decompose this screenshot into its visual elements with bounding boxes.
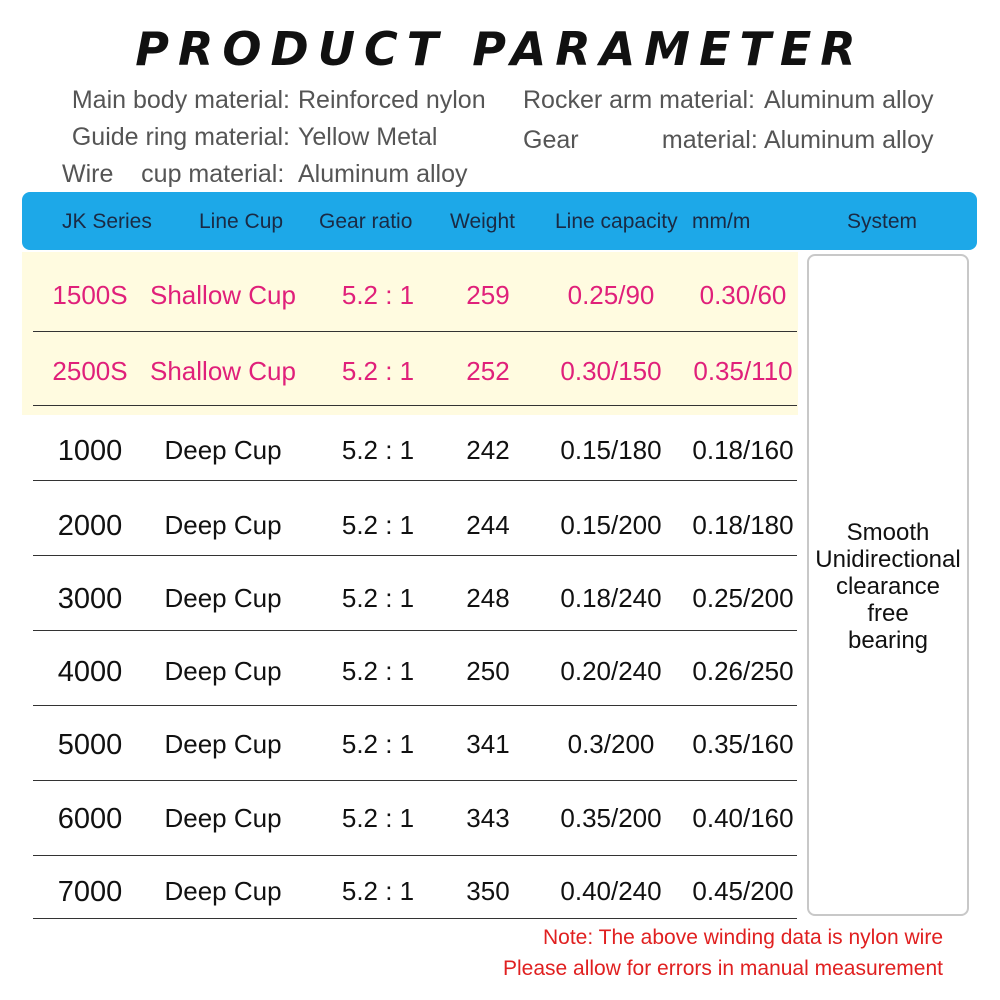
material-main-body-value: Reinforced nylon [298,86,486,114]
row-divider [33,555,797,556]
cell-cap2: 0.35/110 [693,356,793,386]
cell-cap1: 0.20/240 [560,656,662,686]
system-box: Smooth Unidirectional clearance free bea… [807,254,969,916]
cell-series: 2500S [52,356,128,386]
system-line: bearing [847,627,929,654]
material-guide-ring-value: Yellow Metal [298,123,438,151]
row-divider [33,405,797,406]
cell-series: 1000 [57,435,123,467]
cell-ratio: 5.2 : 1 [341,729,415,759]
row-divider [33,855,797,856]
row-divider [33,331,797,332]
cell-cup: Deep Cup [164,656,282,686]
material-label: Guide ring material: [71,123,290,151]
cell-weight: 350 [466,876,510,906]
header-weight: Weight [450,210,515,233]
cell-series: 5000 [57,729,123,761]
cell-weight: 248 [466,583,510,613]
cell-series: 7000 [57,876,123,908]
material-main-body: Main body material: [0,86,290,116]
cell-series: 2000 [57,510,123,542]
material-wire-cup-value: Aluminum alloy [298,160,468,188]
row-divider [33,780,797,781]
cell-ratio: 5.2 : 1 [341,803,415,833]
cell-ratio: 5.2 : 1 [341,280,415,310]
system-line: Unidirectional [815,546,961,573]
cell-weight: 343 [466,803,510,833]
header-gear-ratio: Gear ratio [319,210,413,233]
material-rocker-arm-value: Aluminum alloy [764,86,934,114]
cell-ratio: 5.2 : 1 [341,435,415,465]
cell-weight: 341 [466,729,510,759]
cell-cap1: 0.18/240 [560,583,662,613]
cell-ratio: 5.2 : 1 [341,876,415,906]
cell-series: 3000 [57,583,123,615]
cell-cap1: 0.25/90 [567,280,655,310]
header-line-capacity: Line capacity [555,210,678,233]
cell-weight: 259 [466,280,510,310]
cell-ratio: 5.2 : 1 [341,510,415,540]
cell-cap2: 0.25/200 [692,583,794,613]
cell-weight: 252 [466,356,510,386]
cell-cap2: 0.26/250 [692,656,794,686]
row-divider [33,480,797,481]
header-series: JK Series [62,210,152,233]
cell-cup: Deep Cup [164,876,282,906]
material-label: Main body material: [71,86,290,114]
material-wire-cup: Wire cup material: [62,160,285,188]
cell-series: 6000 [57,803,123,835]
header-system: System [847,210,918,233]
highlight-background [22,252,798,415]
cell-ratio: 5.2 : 1 [341,356,415,386]
cell-cap1: 0.15/200 [560,510,662,540]
cell-cup: Deep Cup [164,583,282,613]
note-line-2: Please allow for errors in manual measur… [502,957,943,980]
material-gear: Gear material: [523,126,758,154]
cell-cap2: 0.30/60 [699,280,787,310]
cell-cup: Deep Cup [164,510,282,540]
cell-cap2: 0.35/160 [692,729,794,759]
cell-cap1: 0.40/240 [560,876,662,906]
cell-cap2: 0.18/180 [692,510,794,540]
cell-cap2: 0.40/160 [692,803,794,833]
cell-ratio: 5.2 : 1 [341,656,415,686]
header-mm-m: mm/m [692,210,751,233]
system-line: Smooth [846,519,930,546]
cell-cup: Deep Cup [164,803,282,833]
page-title: PRODUCT PARAMETER [135,22,865,76]
cell-cap2: 0.45/200 [692,876,794,906]
row-divider [33,630,797,631]
system-line: clearance [835,573,941,600]
cell-cup: Deep Cup [164,729,282,759]
row-divider [33,918,797,919]
system-line: free [867,600,909,627]
cell-series: 4000 [57,656,123,688]
material-guide-ring: Guide ring material: [0,123,290,153]
cell-cap2: 0.18/160 [692,435,794,465]
row-divider [33,705,797,706]
cell-weight: 250 [466,656,510,686]
cell-cup: Shallow Cup [150,356,296,386]
cell-weight: 242 [466,435,510,465]
cell-cup: Deep Cup [164,435,282,465]
cell-cup: Shallow Cup [150,280,296,310]
cell-cap1: 0.30/150 [560,356,662,386]
material-gear-value: Aluminum alloy [764,126,934,154]
material-rocker-arm: Rocker arm material: [523,86,755,114]
cell-cap1: 0.3/200 [567,729,655,759]
cell-ratio: 5.2 : 1 [341,583,415,613]
cell-cap1: 0.15/180 [560,435,662,465]
note-line-1: Note: The above winding data is nylon wi… [542,926,943,949]
cell-weight: 244 [466,510,510,540]
cell-cap1: 0.35/200 [560,803,662,833]
table-header: JK Series Line Cup Gear ratio Weight Lin… [22,192,977,250]
header-line-cup: Line Cup [199,210,284,233]
cell-series: 1500S [52,280,128,310]
